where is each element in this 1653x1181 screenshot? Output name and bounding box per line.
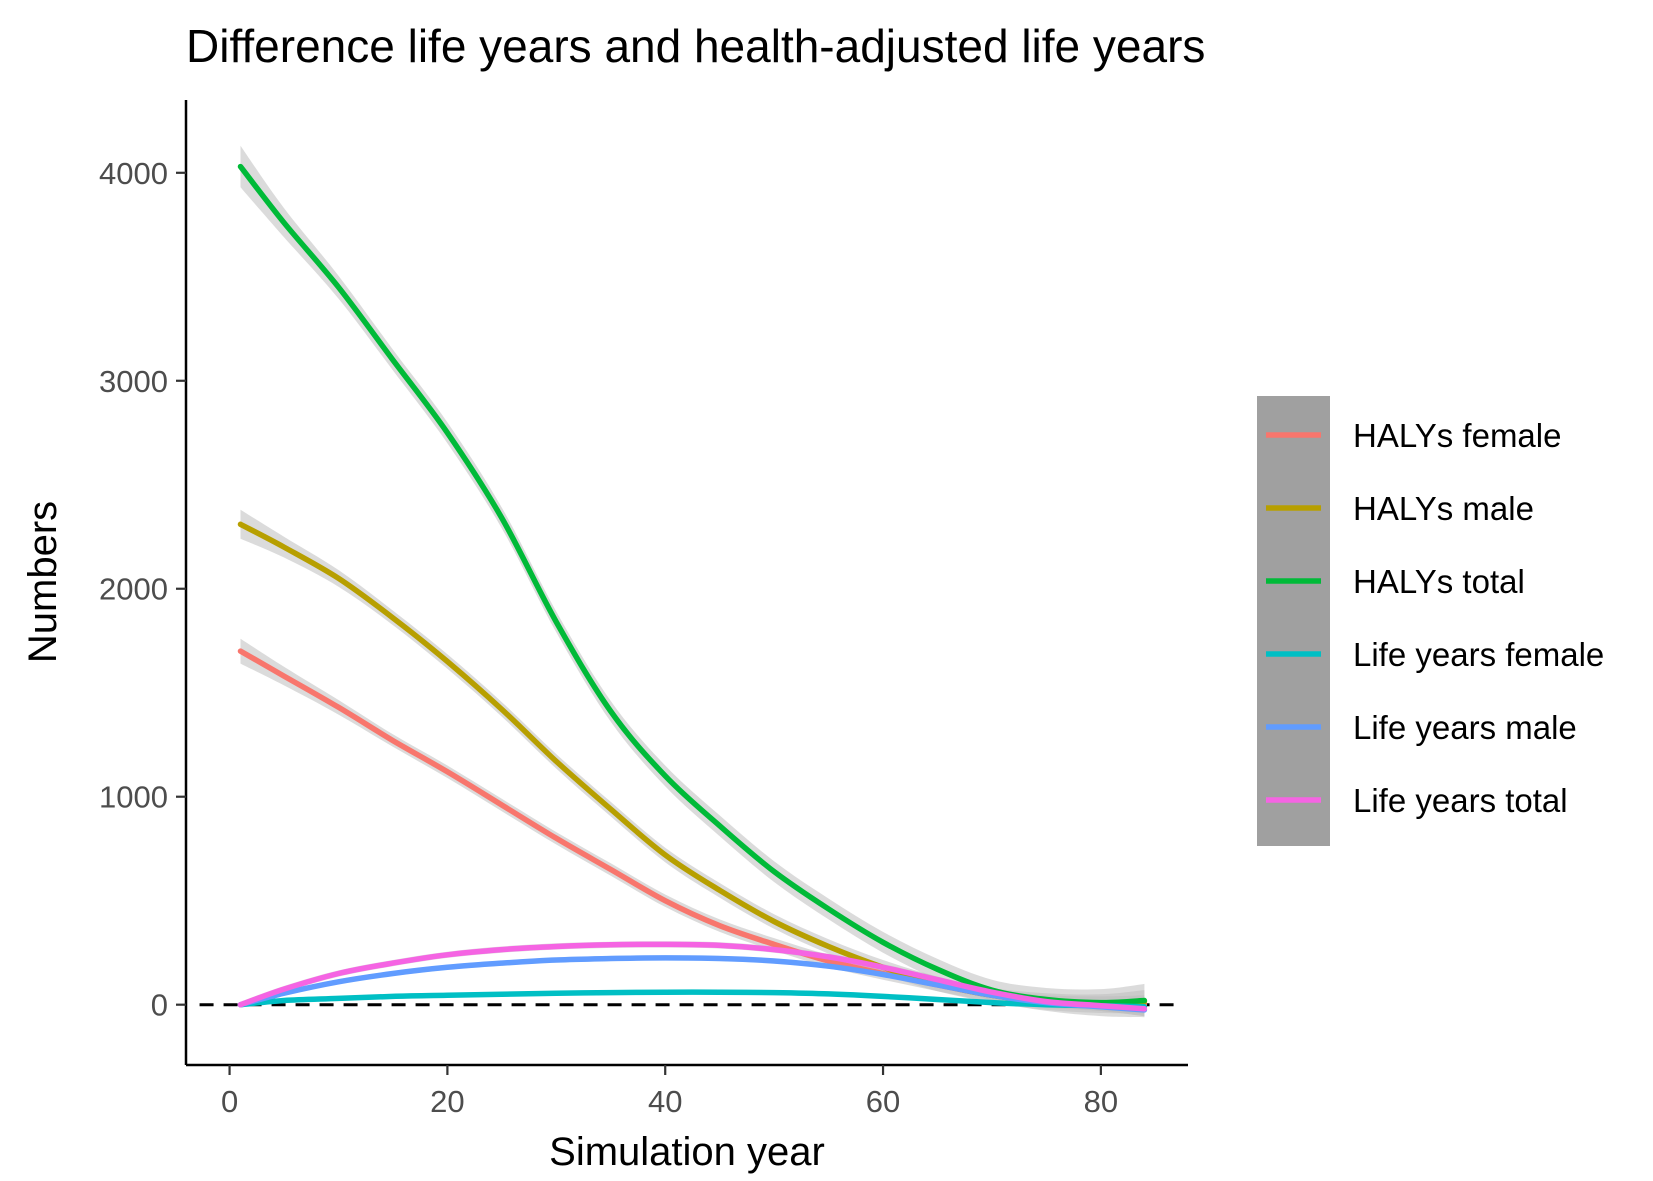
series-line-3 [237,989,1148,1010]
legend-label-0: HALYs female [1353,417,1561,454]
chart-title: Difference life years and health-adjuste… [186,20,1205,72]
y-tick-label: 4000 [99,156,168,191]
confidence-band-2 [240,145,1145,1018]
series-line-4 [237,955,1148,1013]
axes [184,100,1188,1067]
legend-label-4: Life years male [1353,709,1577,746]
x-tick-label: 60 [866,1084,900,1119]
y-ticks: 0 1000 2000 3000 4000 [99,156,186,1023]
x-tick-label: 20 [430,1084,464,1119]
y-tick-label: 1000 [99,780,168,815]
y-tick-label: 2000 [99,572,168,607]
x-ticks: 0 20 40 60 80 [221,1065,1118,1119]
confidence-bands [240,145,1145,1018]
legend: HALYs female HALYs male HALYs total Life ye… [1257,396,1604,846]
y-tick-label: 0 [151,988,168,1023]
series-lines [237,163,1148,1013]
x-tick-label: 0 [221,1084,238,1119]
legend-label-1: HALYs male [1353,490,1534,527]
y-axis-title: Numbers [21,501,65,663]
x-tick-label: 80 [1084,1084,1118,1119]
legend-label-2: HALYs total [1353,563,1525,600]
y-tick-label: 3000 [99,364,168,399]
x-tick-label: 40 [648,1084,682,1119]
series-line-0 [237,648,1148,1008]
series-line-5 [237,941,1148,1012]
x-axis-title: Simulation year [549,1130,825,1174]
legend-label-5: Life years total [1353,782,1568,819]
series-line-1 [237,521,1148,1007]
legend-label-3: Life years female [1353,636,1604,673]
legend-key-background [1257,396,1330,846]
confidence-band-1 [240,509,1145,1014]
